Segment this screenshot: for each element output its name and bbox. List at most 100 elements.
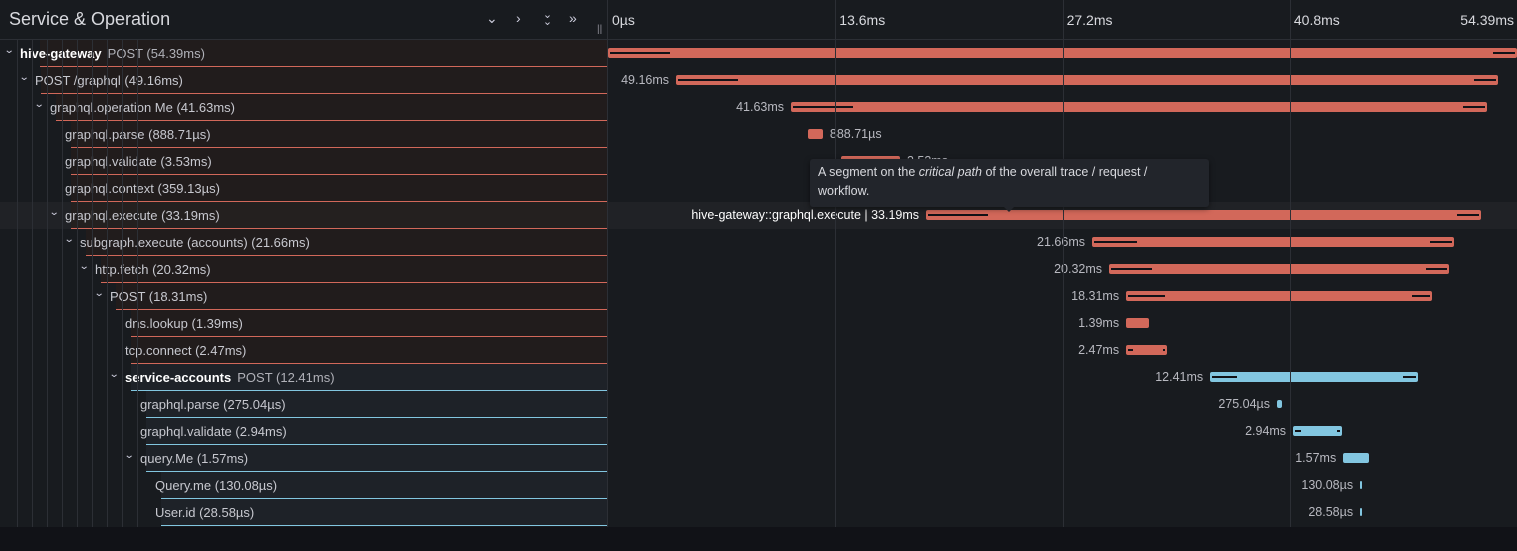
- span-duration-label: 12.41ms: [1155, 370, 1204, 384]
- tree-indent-guide: [92, 40, 93, 527]
- expand-chevron-icon[interactable]: ⌄: [63, 234, 75, 245]
- span-row[interactable]: dns.lookup (1.39ms) 1.39ms: [0, 310, 1517, 337]
- span-duration-label: 888.71µs: [829, 127, 882, 141]
- service-operation-header: Service & Operation ⌄ › ⌄⌄ » ||: [0, 0, 608, 39]
- expand-all-icon[interactable]: »: [569, 10, 577, 26]
- span-bar[interactable]: [1293, 426, 1343, 436]
- span-bar[interactable]: [1360, 481, 1363, 489]
- span-bar[interactable]: [1126, 345, 1168, 355]
- span-name-cell[interactable]: [161, 499, 607, 526]
- collapse-one-icon[interactable]: ⌄: [486, 10, 498, 26]
- expand-chevron-icon[interactable]: ⌄: [123, 450, 135, 461]
- span-name[interactable]: hive-gateway POST (54.39ms): [20, 46, 205, 61]
- critical-path-segment: [610, 52, 670, 54]
- span-name-cell[interactable]: [161, 472, 607, 499]
- span-name[interactable]: POST (18.31ms): [110, 289, 208, 304]
- expand-chevron-icon[interactable]: ⌄: [33, 99, 45, 110]
- span-bar[interactable]: [1091, 237, 1454, 247]
- span-name-cell[interactable]: [71, 175, 607, 202]
- span-duration-label: 28.58µs: [1308, 505, 1354, 519]
- critical-path-segment: [1295, 430, 1301, 432]
- span-duration-label: 41.63ms: [736, 100, 785, 114]
- span-name-cell[interactable]: [71, 121, 607, 148]
- critical-path-segment: [1337, 430, 1341, 432]
- span-bar[interactable]: [608, 48, 1517, 58]
- expand-chevron-icon[interactable]: ⌄: [3, 45, 15, 56]
- span-name[interactable]: graphql.execute (33.19ms): [65, 208, 220, 223]
- span-name[interactable]: graphql.parse (275.04µs): [140, 397, 286, 412]
- span-name[interactable]: http.fetch (20.32ms): [95, 262, 211, 277]
- expand-chevron-icon[interactable]: ⌄: [78, 261, 90, 272]
- collapse-all-icon[interactable]: ⌄⌄: [541, 8, 553, 22]
- tooltip-emphasis: critical path: [918, 165, 982, 179]
- service-name: hive-gateway: [20, 46, 102, 61]
- span-name-cell[interactable]: [146, 445, 607, 472]
- critical-path-tooltip: A segment on the critical path of the ov…: [810, 159, 1209, 212]
- span-bar[interactable]: [1126, 291, 1433, 301]
- span-name[interactable]: dns.lookup (1.39ms): [125, 316, 243, 331]
- span-row[interactable]: Query.me (130.08µs) 130.08µs: [0, 472, 1517, 499]
- span-name[interactable]: graphql.validate (3.53ms): [65, 154, 212, 169]
- span-row[interactable]: ⌄ POST (18.31ms) 18.31ms: [0, 283, 1517, 310]
- span-bar[interactable]: [1109, 264, 1449, 274]
- span-name-cell[interactable]: [146, 391, 607, 418]
- span-row[interactable]: graphql.context (359.13µs)359.13µs: [0, 175, 1517, 202]
- expand-chevron-icon[interactable]: ⌄: [18, 72, 30, 83]
- expand-one-icon[interactable]: ›: [516, 10, 521, 26]
- span-bar[interactable]: [1343, 453, 1370, 463]
- span-name-cell[interactable]: [116, 283, 607, 310]
- span-name-cell[interactable]: [71, 202, 607, 229]
- critical-path-segment: [1411, 295, 1431, 297]
- span-bar[interactable]: [1126, 318, 1150, 328]
- span-name[interactable]: service-accounts POST (12.41ms): [125, 370, 335, 385]
- span-name[interactable]: graphql.validate (2.94ms): [140, 424, 287, 439]
- span-row[interactable]: graphql.parse (275.04µs) 275.04µs: [0, 391, 1517, 418]
- span-row[interactable]: ⌄ graphql.execute (33.19ms) hive-gateway::…: [0, 202, 1517, 229]
- span-row[interactable]: graphql.validate (3.53ms)3.53ms: [0, 148, 1517, 175]
- span-bar[interactable]: [1277, 400, 1282, 408]
- span-name-cell[interactable]: [131, 364, 607, 391]
- expand-chevron-icon[interactable]: ⌄: [48, 207, 60, 218]
- span-name-cell[interactable]: [101, 256, 607, 283]
- time-tick-label: 0µs: [612, 12, 635, 28]
- expand-chevron-icon[interactable]: ⌄: [108, 369, 120, 380]
- span-row[interactable]: ⌄ POST /graphql (49.16ms) 49.16ms: [0, 67, 1517, 94]
- span-name-cell[interactable]: [40, 40, 607, 67]
- span-name[interactable]: subgraph.execute (accounts) (21.66ms): [80, 235, 310, 250]
- span-row[interactable]: ⌄ graphql.operation Me (41.63ms) 41.63ms: [0, 94, 1517, 121]
- column-resize-handle[interactable]: ||: [597, 24, 603, 35]
- span-row[interactable]: ⌄ query.Me (1.57ms) 1.57ms: [0, 445, 1517, 472]
- span-name[interactable]: graphql.context (359.13µs): [65, 181, 220, 196]
- time-gridline: [1062, 0, 1064, 527]
- span-name-cell[interactable]: [41, 67, 607, 94]
- span-bar[interactable]: [1360, 508, 1363, 516]
- span-row[interactable]: ⌄ http.fetch (20.32ms) 20.32ms: [0, 256, 1517, 283]
- span-name[interactable]: User.id (28.58µs): [155, 505, 255, 520]
- span-row[interactable]: ⌄ service-accounts POST (12.41ms) 12.41ms: [0, 364, 1517, 391]
- critical-path-segment: [1430, 241, 1452, 243]
- span-row[interactable]: graphql.parse (888.71µs) 888.71µs: [0, 121, 1517, 148]
- span-bar[interactable]: [926, 210, 1481, 220]
- span-name-cell[interactable]: [71, 148, 607, 175]
- span-name-cell[interactable]: [131, 337, 607, 364]
- span-name[interactable]: query.Me (1.57ms): [140, 451, 249, 466]
- span-row[interactable]: ⌄ hive-gateway POST (54.39ms): [0, 40, 1517, 67]
- span-name[interactable]: tcp.connect (2.47ms): [125, 343, 247, 358]
- span-name[interactable]: graphql.operation Me (41.63ms): [50, 100, 235, 115]
- span-name-cell[interactable]: [131, 310, 607, 337]
- span-name-cell[interactable]: [146, 418, 607, 445]
- span-duration-label: 49.16ms: [621, 73, 670, 87]
- span-name-cell[interactable]: [56, 94, 607, 121]
- span-bar[interactable]: [1210, 372, 1418, 382]
- span-name-cell[interactable]: [86, 229, 607, 256]
- span-row[interactable]: User.id (28.58µs) 28.58µs: [0, 499, 1517, 526]
- span-hover-label: hive-gateway::graphql.execute | 33.19ms: [691, 208, 920, 222]
- expand-chevron-icon[interactable]: ⌄: [93, 288, 105, 299]
- span-bar[interactable]: [791, 102, 1487, 112]
- span-row[interactable]: tcp.connect (2.47ms) 2.47ms: [0, 337, 1517, 364]
- span-bar[interactable]: [808, 129, 823, 139]
- span-bar[interactable]: [676, 75, 1498, 85]
- span-name[interactable]: POST /graphql (49.16ms): [35, 73, 183, 88]
- span-name[interactable]: Query.me (130.08µs): [155, 478, 278, 493]
- span-row[interactable]: graphql.validate (2.94ms) 2.94ms: [0, 418, 1517, 445]
